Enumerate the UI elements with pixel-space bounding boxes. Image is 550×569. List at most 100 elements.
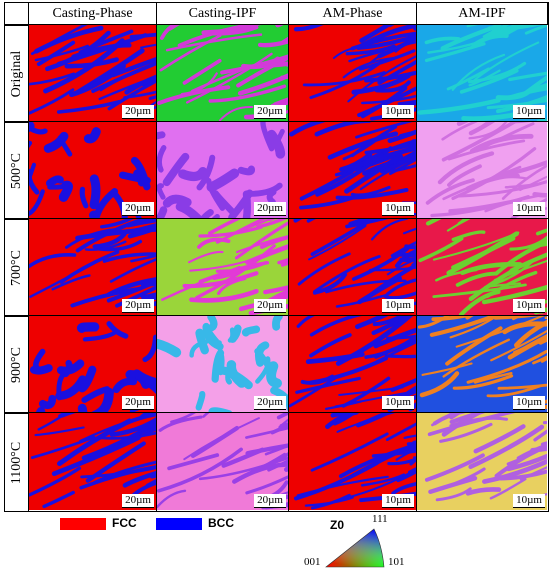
row-label-original: Original — [5, 25, 29, 122]
micrograph-texture — [29, 413, 156, 509]
ipf-color-key: Z0 111 001 101 — [300, 513, 420, 569]
micrograph-casting-ipf-row2: 20µm — [157, 122, 288, 218]
scale-bar-label: 20µm — [257, 396, 283, 408]
header-divider — [5, 24, 548, 25]
scale-bar-label: 10µm — [385, 105, 411, 117]
row-label-700c: 700°C — [5, 219, 29, 316]
scale-bar: 10µm — [382, 396, 414, 410]
scale-bar: 20µm — [122, 396, 154, 410]
scale-bar: 20µm — [122, 202, 154, 216]
scale-bar-label: 20µm — [257, 299, 283, 311]
micrograph-am-ipf-row1: 10µm — [417, 25, 547, 121]
scale-bar-label: 20µm — [257, 494, 283, 506]
scale-bar-label: 10µm — [385, 299, 411, 311]
ipf-corner-111: 111 — [372, 513, 388, 525]
scale-bar: 10µm — [382, 105, 414, 119]
row-label-1100c: 1100°C — [5, 413, 29, 511]
column-divider — [288, 3, 289, 511]
row-label-text: 500°C — [9, 153, 24, 189]
scale-bar-label: 10µm — [516, 494, 542, 506]
micrograph-am-phase-row4: 10µm — [289, 316, 416, 412]
micrograph-casting-ipf-row3: 20µm — [157, 219, 288, 315]
scale-bar-label: 10µm — [516, 202, 542, 214]
row-label-text: 1100°C — [9, 441, 24, 484]
scale-bar: 10µm — [513, 202, 545, 216]
micrograph-texture — [157, 122, 286, 218]
row-divider — [5, 315, 548, 316]
micrograph-casting-ipf-row1: 20µm — [157, 25, 288, 121]
column-divider — [416, 3, 417, 511]
phase-legend: FCC BCC — [60, 515, 260, 531]
scale-bar-label: 10µm — [516, 105, 542, 117]
micrograph-texture — [29, 219, 156, 308]
ipf-corner-101: 101 — [388, 556, 405, 568]
row-label-500c: 500°C — [5, 122, 29, 219]
ipf-corner-001: 001 — [304, 556, 321, 568]
micrograph-texture — [424, 413, 547, 502]
fcc-label: FCC — [112, 516, 137, 530]
micrograph-casting-phase-row3: 20µm — [29, 219, 156, 315]
micrograph-casting-phase-row1: 20µm — [29, 25, 156, 121]
scale-bar: 20µm — [254, 396, 286, 410]
scale-bar-label: 20µm — [125, 105, 151, 117]
scale-bar: 20µm — [122, 105, 154, 119]
micrograph-am-ipf-row3: 10µm — [417, 219, 547, 315]
row-label-text: 700°C — [9, 250, 24, 286]
micrograph-texture — [417, 316, 547, 410]
scale-bar: 10µm — [513, 494, 545, 508]
scale-bar: 10µm — [382, 202, 414, 216]
scale-bar: 20µm — [122, 299, 154, 313]
scale-bar-label: 20µm — [125, 494, 151, 506]
scale-bar-label: 20µm — [257, 105, 283, 117]
micrograph-texture — [293, 413, 416, 510]
micrograph-texture — [425, 122, 547, 218]
column-header-am-phase: AM-Phase — [289, 3, 417, 25]
scale-bar-label: 10µm — [385, 396, 411, 408]
row-divider — [5, 121, 548, 122]
micrograph-texture — [417, 25, 547, 121]
fcc-swatch — [60, 518, 106, 530]
row-divider — [5, 412, 548, 413]
row-label-900c: 900°C — [5, 316, 29, 413]
micrograph-casting-phase-row2: 20µm — [29, 122, 156, 218]
micrograph-texture — [293, 219, 416, 308]
scale-bar: 10µm — [513, 105, 545, 119]
row-divider — [5, 218, 548, 219]
micrograph-casting-phase-row4: 20µm — [29, 316, 156, 412]
scale-bar-label: 10µm — [516, 299, 542, 311]
scale-bar-label: 20µm — [125, 299, 151, 311]
column-header-casting-ipf: Casting-IPF — [157, 3, 289, 25]
micrograph-am-phase-row3: 10µm — [289, 219, 416, 315]
scale-bar: 20µm — [254, 105, 286, 119]
row-label-text: Original — [9, 50, 24, 98]
scale-bar: 20µm — [254, 494, 286, 508]
column-divider — [156, 3, 157, 511]
scale-bar-label: 10µm — [516, 396, 542, 408]
micrograph-am-ipf-row5: 10µm — [417, 413, 547, 510]
micrograph-am-ipf-row2: 10µm — [417, 122, 547, 218]
scale-bar: 10µm — [382, 494, 414, 508]
bcc-swatch — [156, 518, 202, 530]
label-column-divider — [28, 3, 29, 511]
ipf-axis-label: Z0 — [330, 518, 345, 532]
row-label-text: 900°C — [9, 347, 24, 383]
scale-bar: 10µm — [382, 299, 414, 313]
scale-bar-label: 20µm — [125, 396, 151, 408]
micrograph-am-ipf-row4: 10µm — [417, 316, 547, 412]
scale-bar: 10µm — [513, 299, 545, 313]
micrograph-texture — [157, 316, 288, 412]
column-header-casting-phase: Casting-Phase — [29, 3, 157, 25]
micrograph-casting-ipf-row5: 20µm — [157, 413, 288, 510]
micrograph-casting-phase-row5: 20µm — [29, 413, 156, 510]
scale-bar: 20µm — [122, 494, 154, 508]
scale-bar-label: 10µm — [385, 202, 411, 214]
scale-bar: 20µm — [254, 299, 286, 313]
scale-bar-label: 20µm — [257, 202, 283, 214]
ipf-triangle — [325, 528, 385, 568]
scale-bar: 20µm — [254, 202, 286, 216]
scale-bar-label: 20µm — [125, 202, 151, 214]
column-header-am-ipf: AM-IPF — [417, 3, 548, 25]
micrograph-am-phase-row1: 10µm — [289, 25, 416, 121]
micrograph-texture — [29, 25, 156, 115]
